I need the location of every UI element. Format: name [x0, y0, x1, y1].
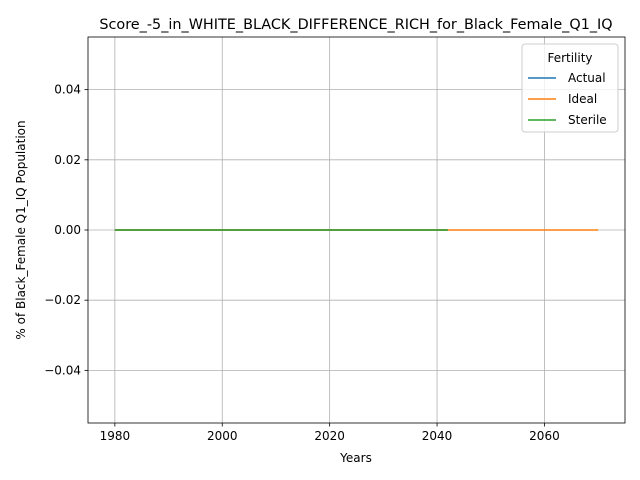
- x-tick-label: 2000: [207, 429, 238, 443]
- legend-title: Fertility: [547, 51, 592, 65]
- legend: Fertility Actual Ideal Sterile: [521, 43, 619, 133]
- x-tick-label: 2060: [529, 429, 560, 443]
- x-tick-label: 2020: [314, 429, 345, 443]
- chart-title: Score_-5_in_WHITE_BLACK_DIFFERENCE_RICH_…: [99, 17, 612, 33]
- x-tick-label: 2040: [422, 429, 453, 443]
- legend-label-actual: Actual: [568, 71, 606, 85]
- y-tick-label: 0.04: [54, 83, 81, 97]
- y-tick-label: −0.02: [44, 293, 81, 307]
- legend-label-sterile: Sterile: [568, 113, 607, 127]
- y-tick-label: 0.02: [54, 153, 81, 167]
- ticks-group: 1980 2000 2020 2040 2060 −0.04 −0.02 0.00 0.02 0.…: [44, 83, 560, 443]
- legend-box: [521, 43, 619, 133]
- y-tick-label: −0.04: [44, 363, 81, 377]
- y-axis-label: % of Black_Female Q1_IQ Population: [14, 120, 28, 339]
- x-tick-label: 1980: [100, 429, 131, 443]
- y-tick-label: 0.00: [54, 223, 81, 237]
- legend-label-ideal: Ideal: [568, 92, 597, 106]
- x-axis-label: Years: [339, 451, 372, 465]
